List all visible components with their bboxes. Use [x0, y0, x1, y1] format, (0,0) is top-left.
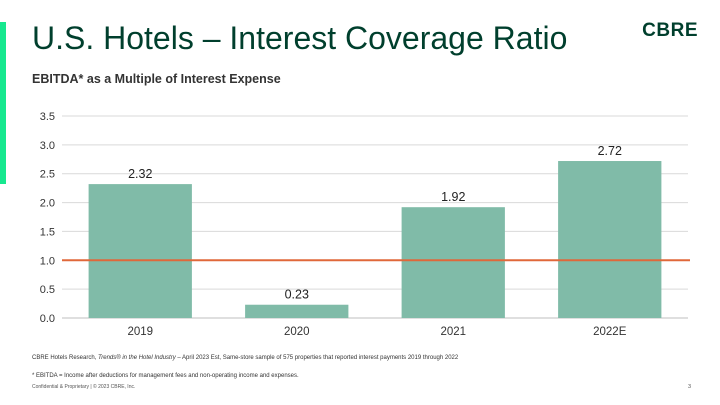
y-tick-label: 1.5 [40, 226, 55, 238]
bar-2021 [401, 207, 505, 318]
category-label: 2022E [593, 326, 627, 338]
data-labels: 2.32 0.23 1.92 2.72 [128, 144, 622, 302]
confidential-notice: Confidential & Proprietary | © 2023 CBRE… [32, 384, 136, 390]
y-tick-label: 0.0 [40, 313, 55, 325]
page-number: 3 [687, 384, 691, 390]
category-label: 2020 [284, 326, 310, 338]
bar-2022E [558, 161, 662, 318]
accent-bar [0, 22, 6, 184]
chart-title: EBITDA* as a Multiple of Interest Expens… [32, 72, 281, 86]
cbre-logo: CBRE [642, 20, 698, 41]
footnote: * EBITDA = Income after deductions for m… [32, 373, 299, 379]
slide-title: U.S. Hotels – Interest Coverage Ratio [32, 20, 568, 56]
bar-2020 [245, 304, 349, 318]
category-label: 2019 [127, 326, 153, 338]
y-tick-label: 1.0 [40, 255, 55, 267]
source-publication: Trends® in the Hotel Industry [98, 355, 176, 361]
source-note: CBRE Hotels Research, Trends® in the Hot… [32, 355, 492, 363]
source-suffix: – April 2023 Est, Same-store sample of 5… [175, 355, 459, 361]
category-label: 2021 [440, 326, 466, 338]
source-prefix: CBRE Hotels Research, [32, 355, 99, 361]
data-label: 1.92 [441, 190, 465, 204]
data-label: 2.72 [598, 144, 622, 158]
bars [88, 161, 662, 318]
y-tick-label: 3.5 [40, 111, 55, 123]
y-tick-label: 0.5 [40, 284, 55, 296]
x-axis-categories: 2019 2020 2021 2022E [127, 326, 626, 338]
bar-2019 [88, 184, 192, 318]
y-tick-label: 2.5 [40, 169, 55, 181]
y-axis-ticks: 0.0 0.5 1.0 1.5 2.0 2.5 3.0 3.5 [40, 111, 55, 325]
y-tick-label: 3.0 [40, 140, 55, 152]
data-label: 0.23 [285, 288, 309, 302]
y-tick-label: 2.0 [40, 198, 55, 210]
data-label: 2.32 [128, 167, 152, 181]
